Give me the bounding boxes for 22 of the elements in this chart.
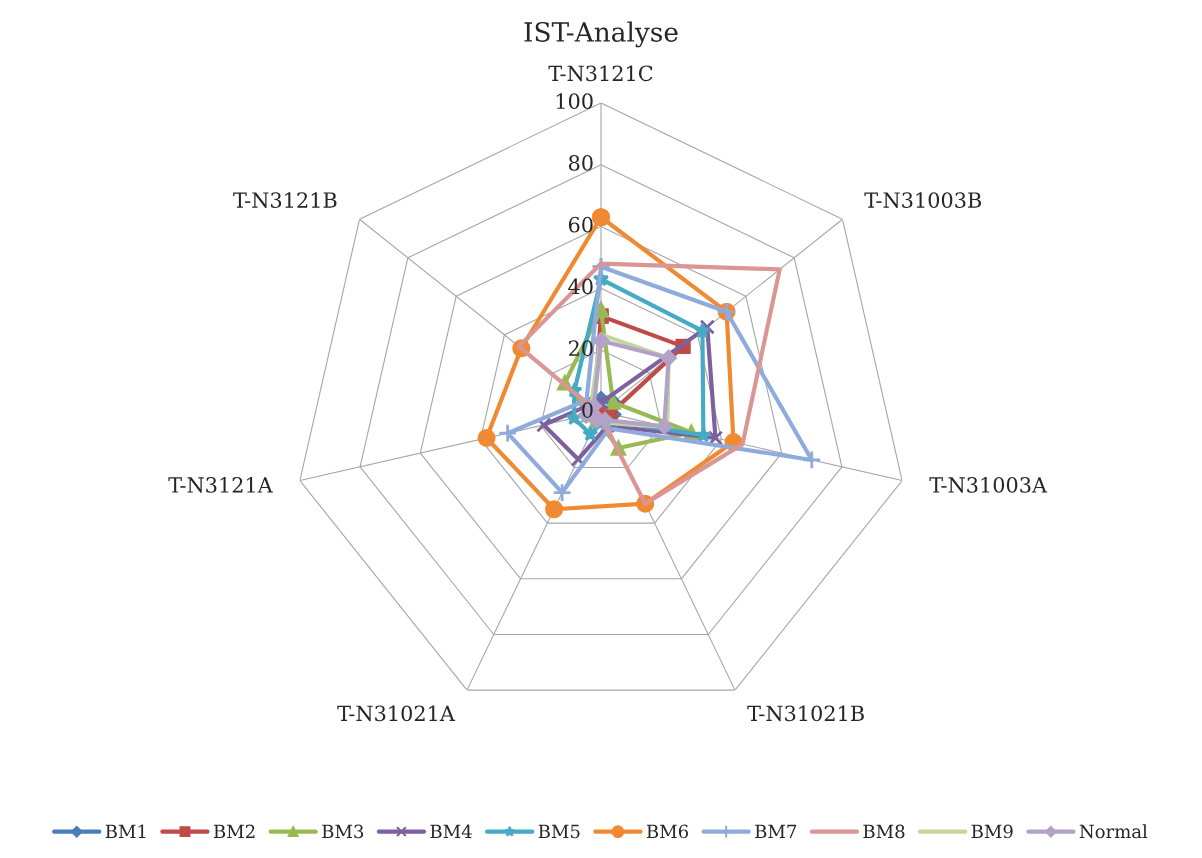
spoke-label: T-N3121A [168,477,273,493]
legend-label: BM9 [971,824,1013,839]
legend-label: BM8 [863,824,905,839]
spoke-label: T-N3121C [548,65,653,82]
y-tick-label: 40 [568,278,593,295]
legend-label: BM2 [213,824,255,838]
spoke-label: T-N31003A [929,477,1048,493]
spoke-label: T-N3121B [233,192,337,208]
legend-label: BM3 [322,824,364,839]
legend-label: Normal [1079,824,1148,839]
legend-label: BM1 [105,824,146,838]
spoke-label: T-N31021B [747,705,864,722]
chart-title: IST-Analyse [524,21,678,48]
legend-label: BM6 [646,824,689,839]
y-tick-label: 100 [556,93,593,109]
legend-label: BM4 [430,824,472,838]
spoke-label: T-N31021A [337,705,456,722]
legend-label: BM5 [538,824,580,839]
spoke-label: T-N31003B [864,192,982,208]
legend-label: BM7 [755,824,797,838]
y-tick-label: 60 [568,216,593,233]
y-tick-label: 80 [568,155,593,171]
